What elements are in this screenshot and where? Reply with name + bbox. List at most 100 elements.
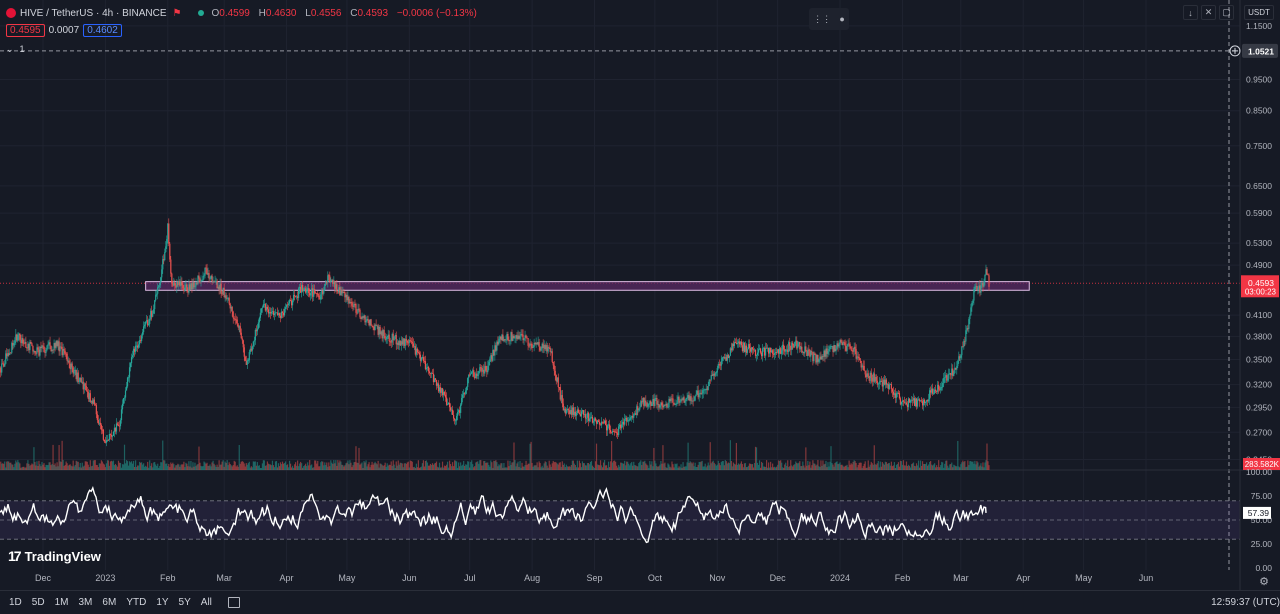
- symbol-legend[interactable]: HIVE / TetherUS · 4h · BINANCE ⚑ O0.4599…: [6, 6, 483, 20]
- candle-body: [524, 335, 526, 339]
- volume-bar: [348, 464, 350, 470]
- candle-body: [503, 339, 505, 341]
- volume-bar: [975, 464, 977, 470]
- drag-handle-icon[interactable]: ⋮⋮: [813, 13, 832, 24]
- candle-body: [622, 421, 624, 425]
- flag-icon[interactable]: ⚑: [172, 7, 182, 19]
- candle-body: [307, 288, 309, 291]
- candle-body: [453, 414, 455, 419]
- candle-body: [578, 412, 581, 414]
- volume-bar: [124, 463, 127, 470]
- candle-body: [777, 349, 779, 353]
- candle-body: [324, 283, 326, 290]
- timeframe-6m[interactable]: 6M: [102, 597, 117, 608]
- candle-body: [508, 340, 510, 341]
- volume-bar: [231, 466, 233, 470]
- timeframe-3m[interactable]: 3M: [78, 597, 93, 608]
- volume-bar: [385, 466, 387, 470]
- volume-bar: [948, 467, 950, 470]
- candle-body: [461, 397, 463, 405]
- volume-bar: [484, 460, 486, 470]
- candle-body: [409, 340, 411, 341]
- volume-bar: [782, 467, 784, 470]
- time-axis[interactable]: Dec 2023 Feb Mar Apr May Jun Jul Aug Sep Oct Nov Dec…: [35, 573, 1153, 583]
- volume-bar: [288, 460, 291, 470]
- floating-toolbar[interactable]: ⋮⋮ ●: [809, 8, 849, 30]
- candle-body: [342, 291, 344, 294]
- symbol-title[interactable]: HIVE / TetherUS · 4h · BINANCE: [20, 7, 167, 19]
- candle-body: [43, 346, 45, 353]
- dot-icon[interactable]: ●: [839, 14, 845, 24]
- volume-bar: [737, 463, 740, 470]
- chevron-down-icon[interactable]: ⌄: [6, 44, 14, 54]
- volume-bar: [375, 463, 377, 470]
- candles[interactable]: [0, 218, 990, 447]
- candle-body: [251, 346, 253, 351]
- candle-body: [837, 343, 839, 347]
- candle-body: [125, 386, 128, 391]
- candle-body: [783, 344, 785, 350]
- volume-bar: [629, 465, 631, 470]
- volume-bar: [594, 461, 597, 470]
- volume-bar: [26, 463, 28, 470]
- volume-label: 283.582K: [1245, 460, 1280, 469]
- resistance-zone-rect[interactable]: [145, 281, 1030, 291]
- currency-button[interactable]: USDT: [1244, 5, 1274, 20]
- candle-body: [417, 352, 419, 354]
- timeframe-ytd[interactable]: YTD: [126, 597, 147, 608]
- volume-bar: [759, 467, 762, 470]
- price-axis[interactable]: 1.15000.95000.85000.75000.65000.59000.53…: [1229, 0, 1280, 590]
- bid-ask-boxes: 0.4595 0.0007 0.4602: [6, 24, 122, 37]
- timeframe-1y[interactable]: 1Y: [156, 597, 169, 608]
- volume-bar: [326, 462, 328, 470]
- volume-bar: [803, 465, 805, 470]
- candle-body: [238, 326, 240, 328]
- resistance-zone[interactable]: [145, 281, 1030, 291]
- volume-bar: [896, 464, 899, 470]
- volume-bar: [535, 465, 537, 470]
- candle-body: [475, 373, 477, 379]
- candle-body: [755, 355, 758, 356]
- candle-body: [963, 340, 965, 347]
- timeframe-5y[interactable]: 5Y: [178, 597, 191, 608]
- candle-body: [189, 284, 191, 290]
- timeframe-all[interactable]: All: [200, 597, 212, 608]
- candle-body: [925, 401, 927, 404]
- candle-body: [459, 410, 461, 413]
- volume-bar: [740, 461, 743, 470]
- calendar-icon[interactable]: [227, 597, 240, 608]
- collapse-icon[interactable]: ✕: [1201, 5, 1216, 20]
- candle-body: [124, 390, 127, 398]
- volume-bar: [344, 465, 346, 470]
- plus-icon[interactable]: [1229, 45, 1241, 57]
- candle-body: [350, 302, 352, 303]
- candle-body: [656, 398, 658, 405]
- volume-bar: [944, 463, 946, 470]
- volume-bar: [890, 461, 892, 470]
- timeframe-1m[interactable]: 1M: [54, 597, 69, 608]
- candle-body: [74, 369, 76, 371]
- candle-body: [760, 352, 763, 357]
- volume-bar: [40, 466, 42, 470]
- volume-bar: [352, 465, 354, 470]
- timeframe-5d[interactable]: 5D: [31, 597, 45, 608]
- ask-price[interactable]: 0.4602: [83, 24, 122, 37]
- candle-body: [481, 367, 483, 372]
- candle-body: [532, 347, 534, 349]
- chart-svg[interactable]: 1.15000.95000.85000.75000.65000.59000.53…: [0, 0, 1280, 590]
- candle-body: [186, 284, 188, 290]
- bid-price[interactable]: 0.4595: [6, 24, 45, 37]
- volume-bars: [0, 440, 990, 470]
- arrow-down-icon[interactable]: ↓: [1183, 5, 1198, 20]
- tradingview-mark-icon: 17: [8, 548, 22, 564]
- gear-icon[interactable]: ⚙: [1259, 576, 1269, 588]
- clock[interactable]: 12:59:37 (UTC): [1211, 597, 1280, 608]
- indicator-toggle[interactable]: ⌄ 1: [6, 44, 25, 55]
- timeframe-1d[interactable]: 1D: [9, 597, 22, 608]
- maximize-icon[interactable]: ▢: [1219, 5, 1234, 20]
- x-tick-label: Sep: [586, 573, 602, 583]
- volume-bar: [495, 460, 497, 470]
- candle-body: [102, 429, 104, 440]
- rsi-pane[interactable]: [0, 486, 1240, 544]
